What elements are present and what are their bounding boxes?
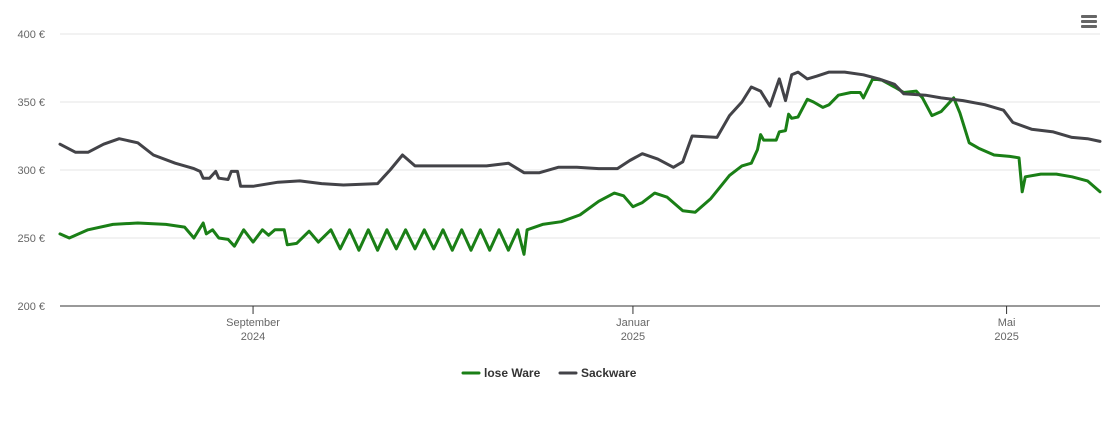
- legend-item-1[interactable]: Sackware: [558, 366, 637, 380]
- hamburger-menu-icon[interactable]: [1078, 12, 1100, 32]
- y-gridlines: [60, 33, 1100, 239]
- y-tick-label: 200 €: [17, 301, 45, 313]
- x-tick-label-year: 2025: [621, 331, 645, 343]
- legend[interactable]: lose Ware Sackware: [461, 366, 637, 380]
- legend-label: Sackware: [581, 366, 637, 380]
- legend-item-0[interactable]: lose Ware: [461, 366, 541, 380]
- y-axis-labels: 200 € 250 € 300 € 350 € 400 €: [17, 29, 45, 313]
- x-tick-label-year: 2024: [241, 331, 265, 343]
- series-lines: [58, 70, 1102, 256]
- y-tick-label: 300 €: [17, 165, 45, 177]
- y-tick-label: 400 €: [17, 29, 45, 41]
- legend-label: lose Ware: [484, 366, 541, 380]
- y-tick-label: 350 €: [17, 97, 45, 109]
- x-tick-label-month: Januar: [616, 317, 650, 329]
- x-tick-label-month: Mai: [998, 317, 1016, 329]
- x-axis-ticks: September 2024 Januar 2025 Mai 2025: [226, 306, 1019, 343]
- x-tick-label-month: September: [226, 317, 280, 329]
- x-tick-label-year: 2025: [994, 331, 1018, 343]
- series-line-1[interactable]: [58, 70, 1102, 188]
- y-tick-label: 250 €: [17, 233, 45, 245]
- series-line-0[interactable]: [58, 77, 1102, 256]
